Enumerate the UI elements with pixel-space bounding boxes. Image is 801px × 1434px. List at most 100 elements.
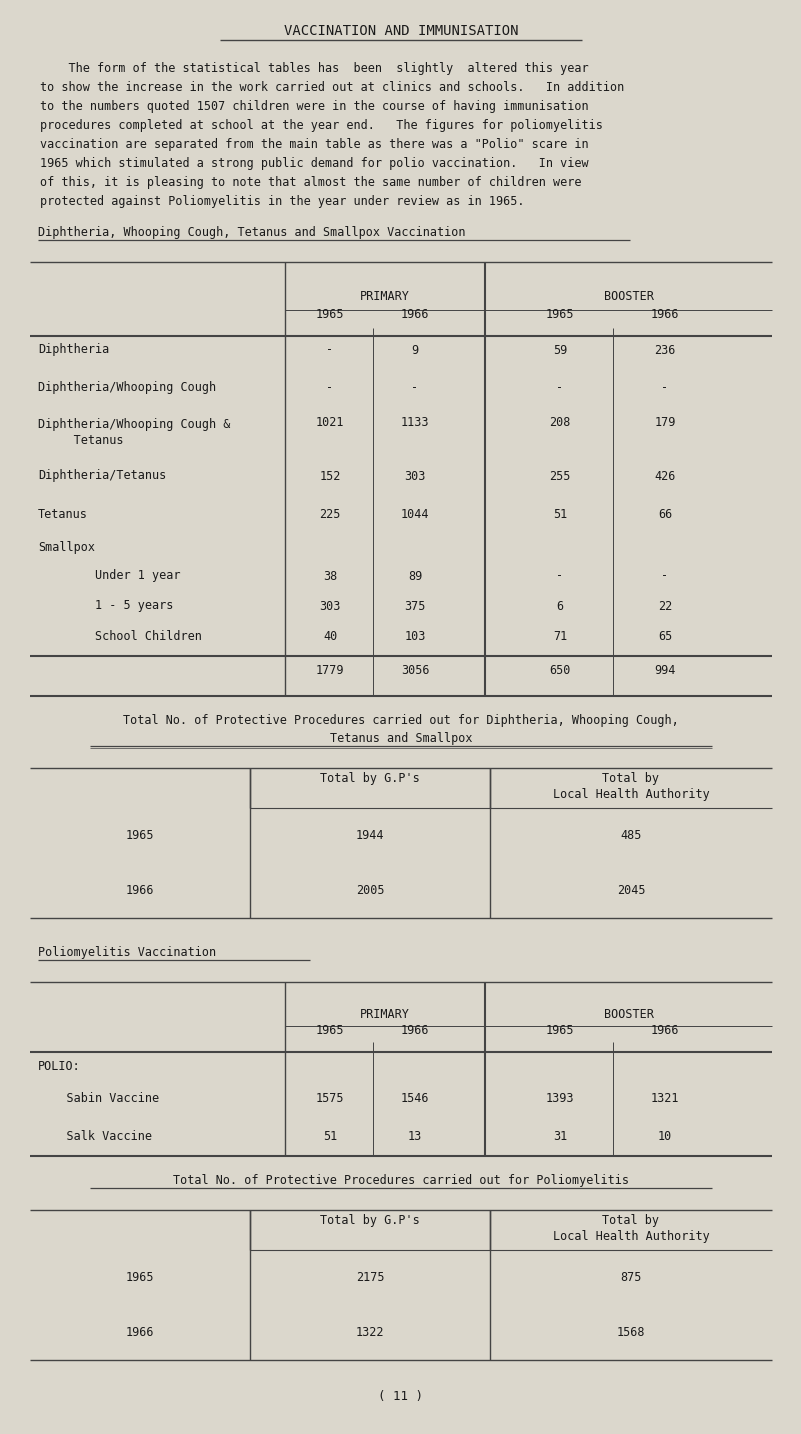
Text: Total by: Total by bbox=[602, 771, 659, 784]
Text: Total No. of Protective Procedures carried out for Poliomyelitis: Total No. of Protective Procedures carri… bbox=[173, 1174, 629, 1187]
Text: 22: 22 bbox=[658, 599, 672, 612]
Text: protected against Poliomyelitis in the year under review as in 1965.: protected against Poliomyelitis in the y… bbox=[40, 195, 525, 208]
Text: -: - bbox=[327, 344, 333, 357]
Text: Poliomyelitis Vaccination: Poliomyelitis Vaccination bbox=[38, 946, 216, 959]
Text: 152: 152 bbox=[320, 469, 340, 482]
Text: Total by G.P's: Total by G.P's bbox=[320, 1215, 420, 1228]
Text: 650: 650 bbox=[549, 664, 570, 677]
Text: VACCINATION AND IMMUNISATION: VACCINATION AND IMMUNISATION bbox=[284, 24, 518, 37]
Text: 31: 31 bbox=[553, 1130, 567, 1143]
Text: 179: 179 bbox=[654, 416, 676, 429]
Text: 2005: 2005 bbox=[356, 883, 384, 898]
Text: 1779: 1779 bbox=[316, 664, 344, 677]
Text: 1966: 1966 bbox=[400, 1024, 429, 1037]
Text: BOOSTER: BOOSTER bbox=[604, 290, 654, 303]
Text: 1966: 1966 bbox=[126, 883, 155, 898]
Text: 1575: 1575 bbox=[316, 1093, 344, 1106]
Text: 994: 994 bbox=[654, 664, 676, 677]
Text: 66: 66 bbox=[658, 508, 672, 521]
Text: PRIMARY: PRIMARY bbox=[360, 290, 410, 303]
Text: 255: 255 bbox=[549, 469, 570, 482]
Text: of this, it is pleasing to note that almost the same number of children were: of this, it is pleasing to note that alm… bbox=[40, 176, 582, 189]
Text: -: - bbox=[412, 381, 419, 394]
Text: vaccination are separated from the main table as there was a "Polio" scare in: vaccination are separated from the main … bbox=[40, 138, 589, 151]
Text: Tetanus: Tetanus bbox=[38, 435, 123, 447]
Text: ( 11 ): ( 11 ) bbox=[379, 1390, 424, 1402]
Text: 1021: 1021 bbox=[316, 416, 344, 429]
Text: 875: 875 bbox=[620, 1271, 642, 1283]
Text: 303: 303 bbox=[320, 599, 340, 612]
Text: 40: 40 bbox=[323, 630, 337, 642]
Text: 2175: 2175 bbox=[356, 1271, 384, 1283]
Text: to the numbers quoted 1507 children were in the course of having immunisation: to the numbers quoted 1507 children were… bbox=[40, 100, 589, 113]
Text: 1944: 1944 bbox=[356, 829, 384, 842]
Text: 10: 10 bbox=[658, 1130, 672, 1143]
Text: PRIMARY: PRIMARY bbox=[360, 1008, 410, 1021]
Text: School Children: School Children bbox=[38, 630, 202, 642]
Text: Local Health Authority: Local Health Authority bbox=[553, 789, 710, 802]
Text: 225: 225 bbox=[320, 508, 340, 521]
Text: 89: 89 bbox=[408, 569, 422, 582]
Text: 1 - 5 years: 1 - 5 years bbox=[38, 599, 173, 612]
Text: Total No. of Protective Procedures carried out for Diphtheria, Whooping Cough,: Total No. of Protective Procedures carri… bbox=[123, 714, 679, 727]
Text: Diphtheria/Tetanus: Diphtheria/Tetanus bbox=[38, 469, 167, 482]
Text: The form of the statistical tables has  been  slightly  altered this year: The form of the statistical tables has b… bbox=[40, 62, 589, 75]
Text: 1546: 1546 bbox=[400, 1093, 429, 1106]
Text: 2045: 2045 bbox=[617, 883, 646, 898]
Text: 1393: 1393 bbox=[545, 1093, 574, 1106]
Text: 71: 71 bbox=[553, 630, 567, 642]
Text: -: - bbox=[662, 569, 669, 582]
Text: 51: 51 bbox=[323, 1130, 337, 1143]
Text: Sabin Vaccine: Sabin Vaccine bbox=[38, 1093, 159, 1106]
Text: 13: 13 bbox=[408, 1130, 422, 1143]
Text: 1965: 1965 bbox=[545, 308, 574, 321]
Text: Salk Vaccine: Salk Vaccine bbox=[38, 1130, 152, 1143]
Text: 236: 236 bbox=[654, 344, 676, 357]
Text: 1568: 1568 bbox=[617, 1326, 646, 1339]
Text: 3056: 3056 bbox=[400, 664, 429, 677]
Text: 1966: 1966 bbox=[650, 308, 679, 321]
Text: 1966: 1966 bbox=[126, 1326, 155, 1339]
Text: -: - bbox=[557, 381, 564, 394]
Text: Total by: Total by bbox=[602, 1215, 659, 1228]
Text: 103: 103 bbox=[405, 630, 425, 642]
Text: 9: 9 bbox=[412, 344, 419, 357]
Text: 1966: 1966 bbox=[650, 1024, 679, 1037]
Text: procedures completed at school at the year end.   The figures for poliomyelitis: procedures completed at school at the ye… bbox=[40, 119, 603, 132]
Text: 1965 which stimulated a strong public demand for polio vaccination.   In view: 1965 which stimulated a strong public de… bbox=[40, 156, 589, 171]
Text: Diphtheria: Diphtheria bbox=[38, 344, 109, 357]
Text: Under 1 year: Under 1 year bbox=[38, 569, 180, 582]
Text: 375: 375 bbox=[405, 599, 425, 612]
Text: 1322: 1322 bbox=[356, 1326, 384, 1339]
Text: BOOSTER: BOOSTER bbox=[604, 1008, 654, 1021]
Text: Local Health Authority: Local Health Authority bbox=[553, 1230, 710, 1243]
Text: Tetanus and Smallpox: Tetanus and Smallpox bbox=[330, 731, 473, 746]
Text: Diphtheria, Whooping Cough, Tetanus and Smallpox Vaccination: Diphtheria, Whooping Cough, Tetanus and … bbox=[38, 227, 465, 239]
Text: 426: 426 bbox=[654, 469, 676, 482]
Text: 59: 59 bbox=[553, 344, 567, 357]
Text: 1044: 1044 bbox=[400, 508, 429, 521]
Text: Tetanus: Tetanus bbox=[38, 508, 88, 521]
Text: 1965: 1965 bbox=[316, 308, 344, 321]
Text: 38: 38 bbox=[323, 569, 337, 582]
Text: 208: 208 bbox=[549, 416, 570, 429]
Text: 1965: 1965 bbox=[545, 1024, 574, 1037]
Text: -: - bbox=[557, 569, 564, 582]
Text: 1966: 1966 bbox=[400, 308, 429, 321]
Text: 303: 303 bbox=[405, 469, 425, 482]
Text: Diphtheria/Whooping Cough: Diphtheria/Whooping Cough bbox=[38, 381, 216, 394]
Text: 1965: 1965 bbox=[126, 1271, 155, 1283]
Text: Smallpox: Smallpox bbox=[38, 541, 95, 554]
Text: 65: 65 bbox=[658, 630, 672, 642]
Text: 1321: 1321 bbox=[650, 1093, 679, 1106]
Text: 1965: 1965 bbox=[316, 1024, 344, 1037]
Text: to show the increase in the work carried out at clinics and schools.   In additi: to show the increase in the work carried… bbox=[40, 80, 624, 95]
Text: 51: 51 bbox=[553, 508, 567, 521]
Text: 485: 485 bbox=[620, 829, 642, 842]
Text: Diphtheria/Whooping Cough &: Diphtheria/Whooping Cough & bbox=[38, 417, 231, 432]
Text: -: - bbox=[662, 381, 669, 394]
Text: 1965: 1965 bbox=[126, 829, 155, 842]
Text: 6: 6 bbox=[557, 599, 564, 612]
Text: Total by G.P's: Total by G.P's bbox=[320, 771, 420, 784]
Text: POLIO:: POLIO: bbox=[38, 1060, 81, 1073]
